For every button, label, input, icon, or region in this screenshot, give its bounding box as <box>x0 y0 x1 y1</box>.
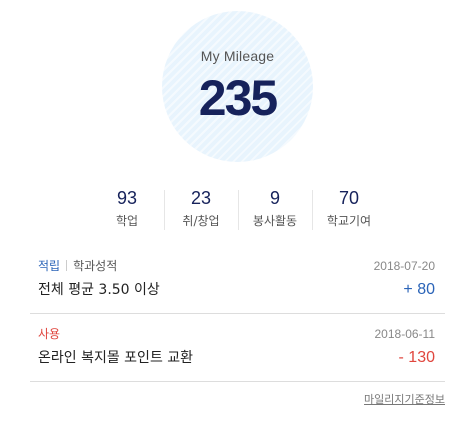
stat-value: 9 <box>269 188 280 208</box>
history-date: 2018-06-11 <box>374 327 436 341</box>
mileage-criteria-link[interactable]: 마일리지기준정보 <box>364 393 445 406</box>
stat-value: 23 <box>190 188 212 208</box>
tag-divider <box>66 260 68 271</box>
mileage-stats: 93 학업 23 취/창업 9 봉사활동 70 학교기여 <box>90 184 386 232</box>
mileage-summary-circle: My Mileage 235 <box>162 11 313 162</box>
history-item: 사용 2018-06-11 온라인 복지몰 포인트 교환 - 130 <box>30 315 445 382</box>
stat-label: 학교기여 <box>326 214 372 228</box>
history-description: 온라인 복지몰 포인트 교환 <box>38 350 194 366</box>
stat-career: 23 취/창업 <box>164 184 238 232</box>
stat-value: 93 <box>116 188 138 208</box>
history-type-badge: 사용 <box>38 327 61 341</box>
history-type-badge: 적립 <box>38 259 61 273</box>
history-category: 학과성적 <box>73 259 118 273</box>
stat-contribution: 70 학교기여 <box>312 184 386 232</box>
history-tagline: 적립 학과성적 <box>38 258 117 274</box>
stat-label: 취/창업 <box>182 214 220 228</box>
history-amount: - 130 <box>398 349 435 366</box>
stat-label: 학업 <box>115 214 139 228</box>
history-description: 전체 평균 3.50 이상 <box>38 282 160 298</box>
stat-academic: 93 학업 <box>90 184 164 232</box>
history-date: 2018-07-20 <box>373 259 435 273</box>
mileage-total: 235 <box>198 70 278 126</box>
mileage-label: My Mileage <box>200 48 275 64</box>
stat-label: 봉사활동 <box>252 214 298 228</box>
history-item: 적립 학과성적 2018-07-20 전체 평균 3.50 이상 + 80 <box>30 247 445 314</box>
stat-value: 70 <box>338 188 360 208</box>
history-tagline: 사용 <box>38 326 60 342</box>
stat-volunteer: 9 봉사활동 <box>238 184 312 232</box>
history-amount: + 80 <box>403 281 435 298</box>
